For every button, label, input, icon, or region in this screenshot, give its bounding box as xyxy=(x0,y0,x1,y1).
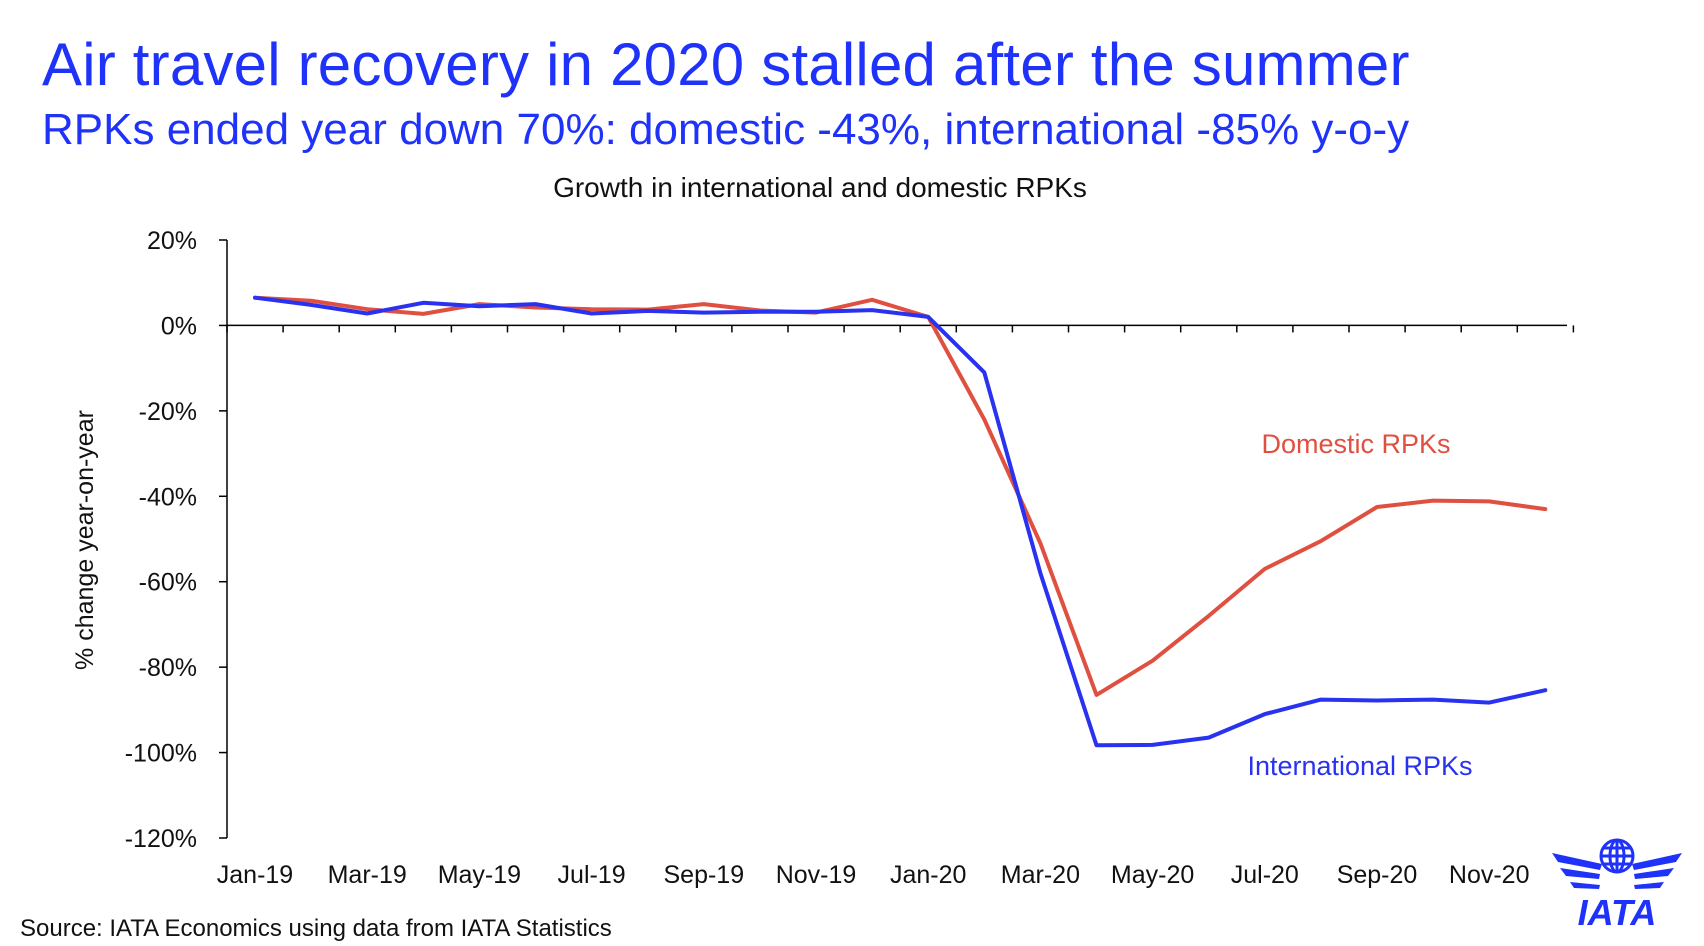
x-tick-label: Jan-20 xyxy=(890,861,966,889)
series-line-international xyxy=(253,295,1548,748)
x-tick-label: Nov-20 xyxy=(1449,861,1530,889)
wings-icon xyxy=(1552,853,1682,889)
series-label-domestic: Domestic RPKs xyxy=(1261,429,1450,459)
globe-wings-icon xyxy=(1599,838,1635,874)
slide-subtitle: RPKs ended year down 70%: domestic -43%,… xyxy=(42,105,1410,154)
y-tick-label: 20% xyxy=(147,227,197,255)
x-tick-label: Sep-20 xyxy=(1337,861,1418,889)
x-tick-label: Jul-19 xyxy=(558,861,626,889)
x-tick-label: Mar-19 xyxy=(328,861,407,889)
y-tick-label: -20% xyxy=(139,398,197,426)
y-tick-label: -120% xyxy=(125,825,197,853)
chart-title: Growth in international and domestic RPK… xyxy=(553,172,1087,203)
source-note: Source: IATA Economics using data from I… xyxy=(20,915,612,942)
series-line-domestic xyxy=(253,295,1548,697)
y-tick-label: -40% xyxy=(139,483,197,511)
x-tick-label: Jul-20 xyxy=(1231,861,1299,889)
slide-title: Air travel recovery in 2020 stalled afte… xyxy=(42,31,1410,98)
series-label-international: International RPKs xyxy=(1247,751,1472,781)
y-tick-label: -80% xyxy=(139,654,197,682)
y-tick-label: 0% xyxy=(161,312,197,340)
x-tick-label: Jan-19 xyxy=(217,861,293,889)
y-axis-label: % change year-on-year xyxy=(71,410,99,670)
x-tick-label: Sep-19 xyxy=(663,861,744,889)
x-tick-label: Nov-19 xyxy=(776,861,857,889)
x-tick-label: May-20 xyxy=(1111,861,1194,889)
iata-logo: IATA xyxy=(1552,838,1682,928)
x-tick-label: Mar-20 xyxy=(1001,861,1080,889)
logo-text: IATA xyxy=(1578,892,1657,928)
x-tick-label: May-19 xyxy=(438,861,521,889)
y-tick-label: -60% xyxy=(139,569,197,597)
y-tick-label: -100% xyxy=(125,740,197,768)
